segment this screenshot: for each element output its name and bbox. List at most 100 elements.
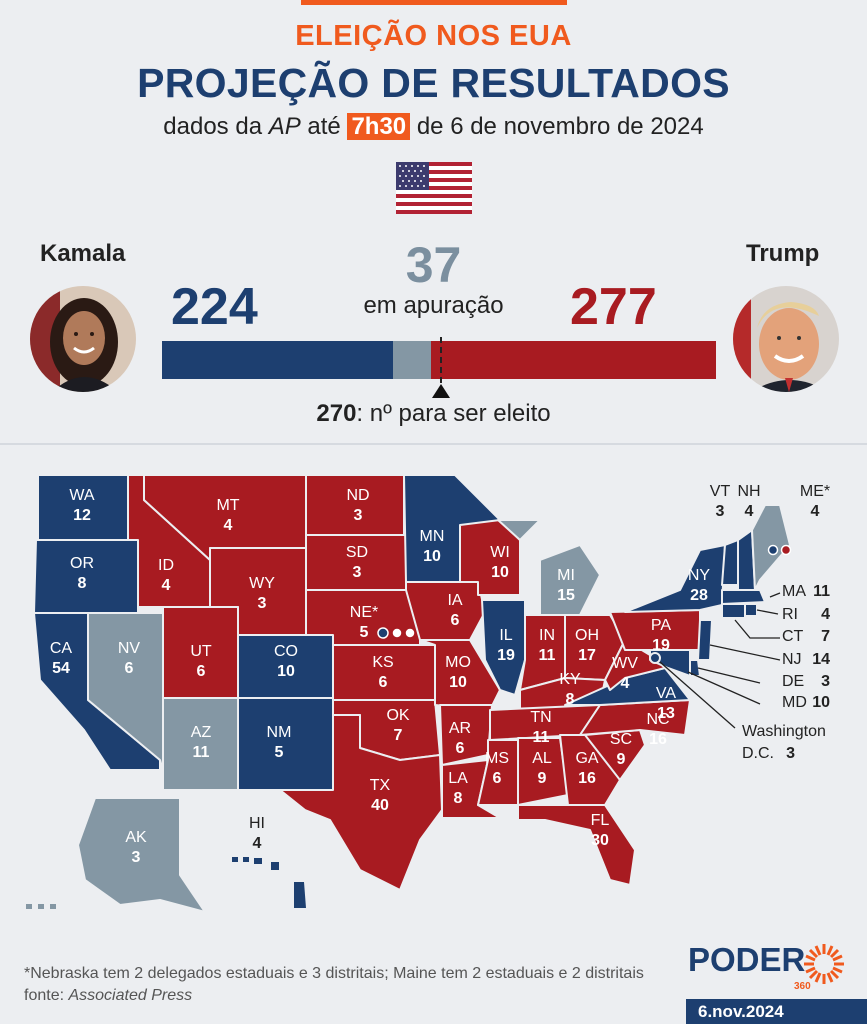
- state-label-or: OR: [70, 555, 94, 572]
- dc-leader-line: [659, 661, 736, 729]
- state-label-dc: Washington: [742, 723, 826, 740]
- state-votes-az: 11: [193, 744, 210, 761]
- state-la: [441, 759, 501, 819]
- state-votes-ne: 5: [360, 624, 369, 641]
- ma-leader-line: [769, 592, 781, 598]
- us-flag-icon: [396, 162, 472, 214]
- state-nm: [237, 697, 334, 791]
- trump-name: Trump: [746, 240, 820, 267]
- state-label-vt: VT: [710, 483, 731, 500]
- state-label-sd: SD: [346, 544, 368, 561]
- poder360-logo: PODER 360: [688, 941, 844, 992]
- state-votes-ct: 7: [821, 628, 830, 645]
- state-votes-ak: 3: [132, 849, 141, 866]
- state-votes-nj: 14: [812, 651, 830, 668]
- state-label-ia: IA: [447, 592, 462, 609]
- state-votes-va: 13: [657, 705, 675, 722]
- state-votes-sd: 3: [353, 564, 362, 581]
- state-votes-oh: 17: [578, 647, 596, 664]
- state-label-nh: NH: [737, 483, 760, 500]
- pending-label: em apuração: [363, 292, 504, 319]
- state-votes-or: 8: [78, 575, 87, 592]
- date-badge: 6.nov.2024: [686, 999, 867, 1024]
- trump-bar: [430, 341, 716, 379]
- state-votes-ks: 6: [379, 674, 388, 691]
- state-votes-hi: 4: [253, 835, 262, 852]
- state-label-mi: MI: [557, 567, 575, 584]
- ct-leader-line: [734, 619, 780, 639]
- state-ms: [477, 739, 519, 806]
- state-votes-pa: 19: [652, 637, 670, 654]
- state-votes-nd: 3: [354, 507, 363, 524]
- state-votes-mi: 15: [557, 587, 575, 604]
- state-label-ut: UT: [190, 643, 212, 660]
- state-votes-me: 4: [811, 503, 820, 520]
- state-votes-dc: 3: [786, 745, 795, 762]
- state-votes-de: 3: [821, 673, 830, 690]
- state-label-ok: OK: [386, 707, 409, 724]
- kamala-name: Kamala: [40, 240, 126, 267]
- trump-avatar: [733, 286, 839, 392]
- threshold-line: [440, 337, 442, 383]
- state-votes-ky: 8: [566, 691, 575, 708]
- state-label-md: MD: [782, 694, 807, 711]
- state-nc: [579, 699, 691, 736]
- state-ri: [744, 603, 758, 617]
- state-label-wv: WV: [612, 655, 638, 672]
- state-votes-mo: 10: [449, 674, 467, 691]
- state-tx: [279, 714, 443, 891]
- state-vt: [721, 539, 739, 586]
- state-fl: [517, 804, 636, 886]
- state-votes-wv: 4: [621, 675, 630, 692]
- state-label-nj: NJ: [782, 651, 802, 668]
- state-label-nc: NC: [646, 711, 669, 728]
- state-votes-mt: 4: [224, 517, 233, 534]
- state-votes-tx: 40: [371, 797, 389, 814]
- state-votes-nv: 6: [125, 660, 134, 677]
- state-label-mo: MO: [445, 654, 471, 671]
- subtitle: dados da AP até 7h30 de 6 de novembro de…: [0, 113, 867, 141]
- state-label-va: VA: [656, 685, 676, 702]
- me-district-rep-marker: [780, 544, 792, 556]
- page-title: PROJEÇÃO DE RESULTADOS: [137, 60, 730, 106]
- state-votes-mn: 10: [423, 548, 441, 565]
- threshold-label: 270: nº para ser eleito: [0, 400, 867, 428]
- state-votes-la: 8: [454, 790, 463, 807]
- state-votes-nh: 4: [745, 503, 754, 520]
- logo-wordmark: PODER: [688, 941, 806, 978]
- trump-votes: 277: [570, 278, 657, 336]
- state-votes-id: 4: [162, 577, 171, 594]
- state-votes-md: 10: [812, 694, 830, 711]
- state-label-wi: WI: [490, 544, 510, 561]
- state-label-az: AZ: [191, 724, 212, 741]
- state-label-ca: CA: [50, 640, 73, 657]
- state-nv: [87, 612, 164, 771]
- state-label-tn: TN: [530, 709, 551, 726]
- state-label-ky: KY: [559, 671, 581, 688]
- state-label-tx: TX: [370, 777, 391, 794]
- state-dc: [649, 652, 661, 664]
- state-ak: [77, 797, 206, 913]
- state-label-ar: AR: [449, 720, 471, 737]
- state-label-wa: WA: [69, 487, 95, 504]
- state-label-oh: OH: [575, 627, 599, 644]
- md-leader-line: [687, 671, 761, 705]
- state-votes-ar: 6: [456, 740, 465, 757]
- pending-votes: 37: [405, 237, 462, 293]
- state-label-al: AL: [532, 750, 552, 767]
- state-label-ct: CT: [782, 628, 804, 645]
- state-votes-ny: 28: [690, 587, 708, 604]
- state-label-ne: NE*: [350, 604, 378, 621]
- ri-leader-line: [756, 609, 779, 615]
- state-ma: [721, 589, 766, 605]
- ne-district-dem-marker: [377, 627, 389, 639]
- state-label-ms: MS: [485, 750, 509, 767]
- state-label-la: LA: [448, 770, 468, 787]
- state-label-pa: PA: [651, 617, 671, 634]
- kamala-bar: [162, 341, 393, 379]
- state-label-ny: NY: [688, 567, 711, 584]
- subtitle-mid: até: [307, 113, 341, 140]
- state-label-nm: NM: [267, 724, 292, 741]
- us-electoral-map: WA12OR8CA54NV6ID4MT4WY3UT6CO10AZ11NM5ND3…: [26, 474, 830, 913]
- state-label-il: IL: [499, 627, 512, 644]
